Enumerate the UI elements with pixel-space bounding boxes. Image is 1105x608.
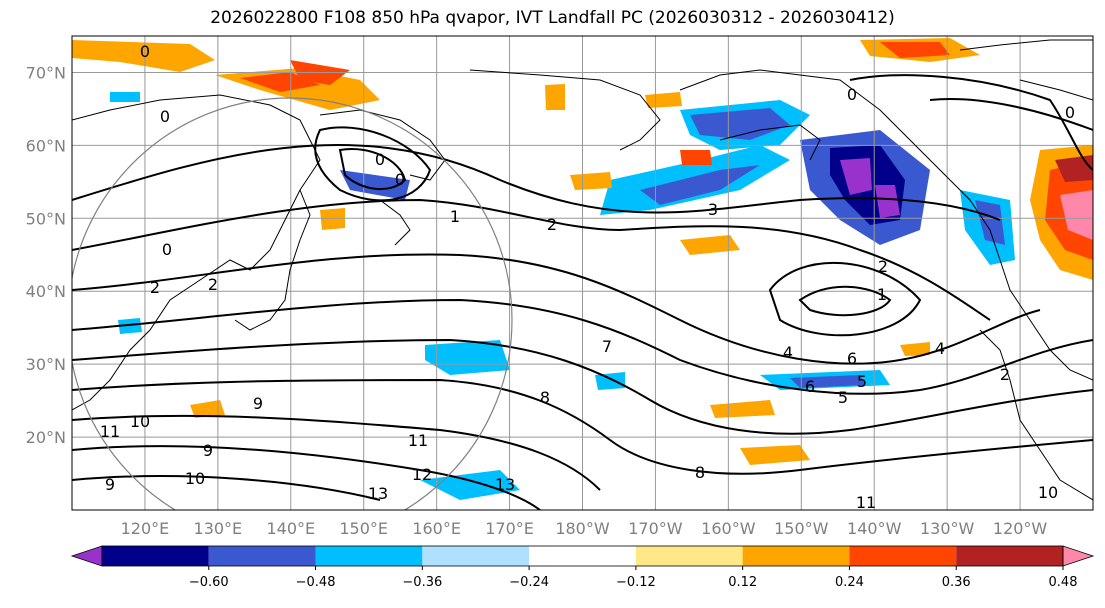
contour-label: 1 [877, 285, 887, 304]
colorbar-ticks: −0.60 −0.48 −0.36 −0.24 −0.12 0.12 0.24 0.36 0.4… [189, 566, 1078, 590]
region-circle [72, 97, 513, 510]
contour-label: 12 [412, 465, 432, 484]
contour-label: 6 [805, 377, 815, 396]
lon-tick-label: 150°W [774, 519, 829, 538]
contour-label: 0 [847, 85, 857, 104]
colorbar-tick-label: 0.36 [942, 575, 971, 590]
latitude-labels: 70°N 60°N 50°N 40°N 30°N 20°N [26, 63, 66, 447]
contour-label: 0 [160, 107, 170, 126]
contour-label: 2 [547, 215, 557, 234]
colorbar-tick-label: 0.48 [1049, 575, 1078, 590]
contour-label: 9 [203, 441, 213, 460]
contour-label: 10 [185, 469, 205, 488]
contour-label: 0 [375, 150, 385, 169]
colorbar-segment [635, 546, 743, 566]
contour-lines [72, 74, 1093, 510]
colorbar-segment [742, 546, 850, 566]
contour-label: 2 [208, 275, 218, 294]
lat-tick-label: 20°N [26, 428, 66, 447]
contour-label: 8 [695, 463, 705, 482]
colorbar-tick-label: −0.48 [296, 575, 336, 590]
figure-title: 2026022800 F108 850 hPa qvapor, IVT Land… [210, 8, 895, 28]
lat-tick-label: 60°N [26, 136, 66, 155]
lon-tick-label: 170°E [485, 519, 534, 538]
lat-tick-label: 70°N [26, 63, 66, 82]
contour-label: 0 [162, 240, 172, 259]
colorbar-tick-label: 0.24 [835, 575, 864, 590]
colorbar-tick-label: −0.36 [402, 575, 442, 590]
contour-label: 10 [130, 412, 150, 431]
contour-label: 11 [856, 493, 876, 512]
colorbar-tick-label: −0.24 [509, 575, 549, 590]
colorbar-tick-label: −0.60 [189, 575, 229, 590]
contour-label: 0 [1065, 103, 1075, 122]
contour-label: 5 [838, 388, 848, 407]
lon-tick-label: 120°E [121, 519, 170, 538]
colorbar-segment [849, 546, 957, 566]
contour-label: 0 [140, 42, 150, 61]
contour-label: 2 [1000, 365, 1010, 384]
lat-tick-label: 40°N [26, 282, 66, 301]
lat-tick-label: 30°N [26, 355, 66, 374]
colorbar-segment [529, 546, 636, 566]
contour-label: 0 [395, 170, 405, 189]
colorbar-segment [208, 546, 316, 566]
lon-tick-label: 170°W [628, 519, 683, 538]
contour-label: 1 [450, 207, 460, 226]
contour-label: 3 [708, 200, 718, 219]
lon-tick-label: 120°W [993, 519, 1048, 538]
contour-label: 13 [368, 484, 388, 503]
contour-label: 11 [408, 431, 428, 450]
lon-tick-label: 160°W [701, 519, 756, 538]
longitude-labels: 120°E 130°E 140°E 150°E 160°E 170°E 180°W 170°W… [121, 519, 1048, 538]
contour-label: 9 [253, 394, 263, 413]
map-frame [71, 35, 1094, 511]
contour-label: 13 [495, 475, 515, 494]
lon-tick-label: 140°E [266, 519, 315, 538]
contour-label: 7 [602, 337, 612, 356]
lon-tick-label: 140°W [847, 519, 902, 538]
colorbar-segment [315, 546, 423, 566]
colorbar-segment [102, 546, 209, 566]
colorbar-frame [101, 545, 1064, 567]
contour-label: 10 [1038, 483, 1058, 502]
lon-tick-label: 130°E [194, 519, 243, 538]
colorbar-min-extend [70, 545, 103, 567]
colorbar-segment [956, 546, 1063, 566]
contour-label: 9 [105, 475, 115, 494]
colorbar-tick-label: 0.12 [728, 575, 757, 590]
colorbar-tick-label: −0.12 [616, 575, 656, 590]
contour-label: 2 [150, 278, 160, 297]
lon-tick-label: 130°W [920, 519, 975, 538]
contour-label: 6 [847, 349, 857, 368]
lon-tick-label: 160°E [412, 519, 461, 538]
colorbar [70, 545, 1095, 567]
coastlines [72, 39, 1093, 501]
contour-label: 11 [100, 422, 120, 441]
contour-label: 2 [878, 257, 888, 276]
contour-label: 8 [540, 388, 550, 407]
contour-label: 5 [857, 372, 867, 391]
colorbar-segment [422, 546, 530, 566]
lat-tick-label: 50°N [26, 209, 66, 228]
contour-label: 4 [783, 343, 793, 362]
lon-tick-label: 150°E [339, 519, 388, 538]
colorbar-max-extend [1062, 545, 1095, 567]
lon-tick-label: 180°W [555, 519, 610, 538]
anomaly-shading [72, 38, 1093, 500]
contour-label: 4 [935, 339, 945, 358]
